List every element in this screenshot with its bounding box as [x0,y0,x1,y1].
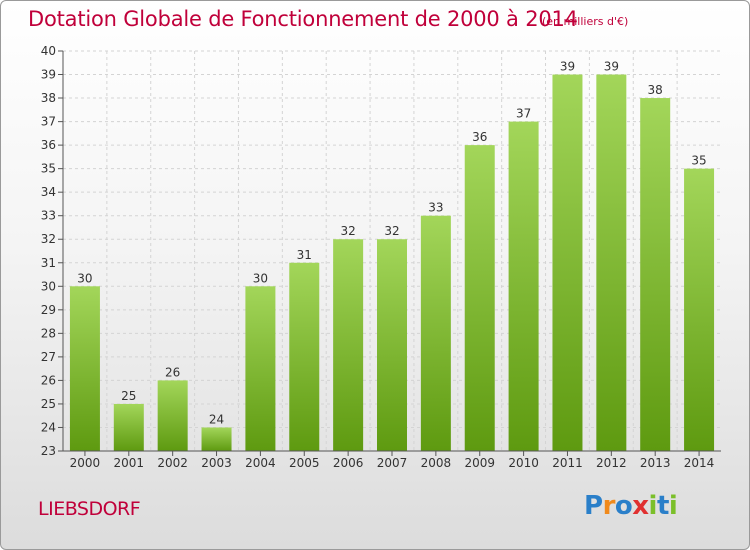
y-tick-label: 40 [41,44,56,58]
logo-letter: x [632,491,649,521]
bar [508,121,539,452]
x-tick-label: 2004 [245,456,276,470]
bar [464,145,495,451]
x-tick-label: 2005 [289,456,320,470]
chart-subtitle: (en milliers d'€) [542,15,629,28]
bar [333,239,364,451]
bar-chart: 23 24 25 26 27 28 29 30 31 32 33 34 35 36 37 38 39 40 30 20… [41,44,721,470]
data-label: 35 [691,154,706,168]
data-label: 30 [77,271,92,285]
data-label: 25 [121,389,136,403]
proxiti-logo[interactable]: Proxiti [584,491,678,521]
logo-letter: o [614,491,633,521]
commune-name: LIEBSDORF [38,498,141,520]
data-label: 30 [253,271,268,285]
data-label: 26 [165,365,180,379]
y-tick-label: 26 [41,373,56,387]
logo-letter: r [602,491,616,521]
x-tick-label: 2001 [114,456,145,470]
y-tick-label: 25 [41,397,56,411]
data-label: 32 [340,224,355,238]
y-tick-label: 36 [41,138,56,152]
x-tick-label: 2009 [464,456,495,470]
bar [201,427,232,451]
data-label: 33 [428,201,443,215]
x-tick-label: 2000 [70,456,101,470]
y-tick-label: 29 [41,303,56,317]
y-tick-label: 31 [41,256,56,270]
logo-letter: t [656,491,669,521]
y-tick-label: 23 [41,444,56,458]
data-label: 38 [648,83,663,97]
y-tick-label: 27 [41,350,56,364]
bar [596,74,627,451]
data-label: 39 [604,60,619,74]
x-tick-label: 2011 [552,456,583,470]
bar [377,239,407,451]
y-tick-label: 35 [41,162,56,176]
y-tick-label: 33 [41,209,56,223]
bar [420,215,451,451]
logo-letter: P [584,491,603,521]
y-tick-label: 32 [41,232,56,246]
bars [69,74,715,452]
x-tick-label: 2012 [596,456,627,470]
y-tick-label: 28 [41,326,56,340]
x-tick-label: 2014 [684,456,715,470]
axes [58,50,721,456]
x-tick-label: 2002 [157,456,188,470]
chart-title: Dotation Globale de Fonctionnement de 20… [28,7,578,31]
bar [113,403,144,451]
y-tick-label: 38 [41,91,56,105]
data-label: 24 [209,412,224,426]
x-tick-label: 2008 [421,456,452,470]
logo-letter: i [668,491,678,521]
x-tick-label: 2007 [377,456,408,470]
bar [157,380,188,451]
y-tick-label: 30 [41,279,56,293]
data-label: 37 [516,107,531,121]
logo-letter: i [648,491,658,521]
labels: 23 24 25 26 27 28 29 30 31 32 33 34 35 36 37 38 39 40 30 20… [41,44,715,470]
bar [245,286,276,451]
bar [289,262,320,451]
data-label: 36 [472,130,487,144]
bar [684,168,715,451]
bar [69,286,100,451]
data-label: 32 [384,224,399,238]
bar [640,98,671,451]
x-tick-label: 2006 [333,456,364,470]
y-tick-label: 39 [41,68,56,82]
y-tick-label: 24 [41,420,56,434]
y-tick-label: 34 [41,185,56,199]
x-tick-label: 2010 [508,456,539,470]
data-label: 31 [297,248,312,262]
x-tick-label: 2013 [640,456,671,470]
bar [552,74,583,451]
x-tick-label: 2003 [201,456,232,470]
data-label: 39 [560,60,575,74]
y-tick-label: 37 [41,115,56,129]
